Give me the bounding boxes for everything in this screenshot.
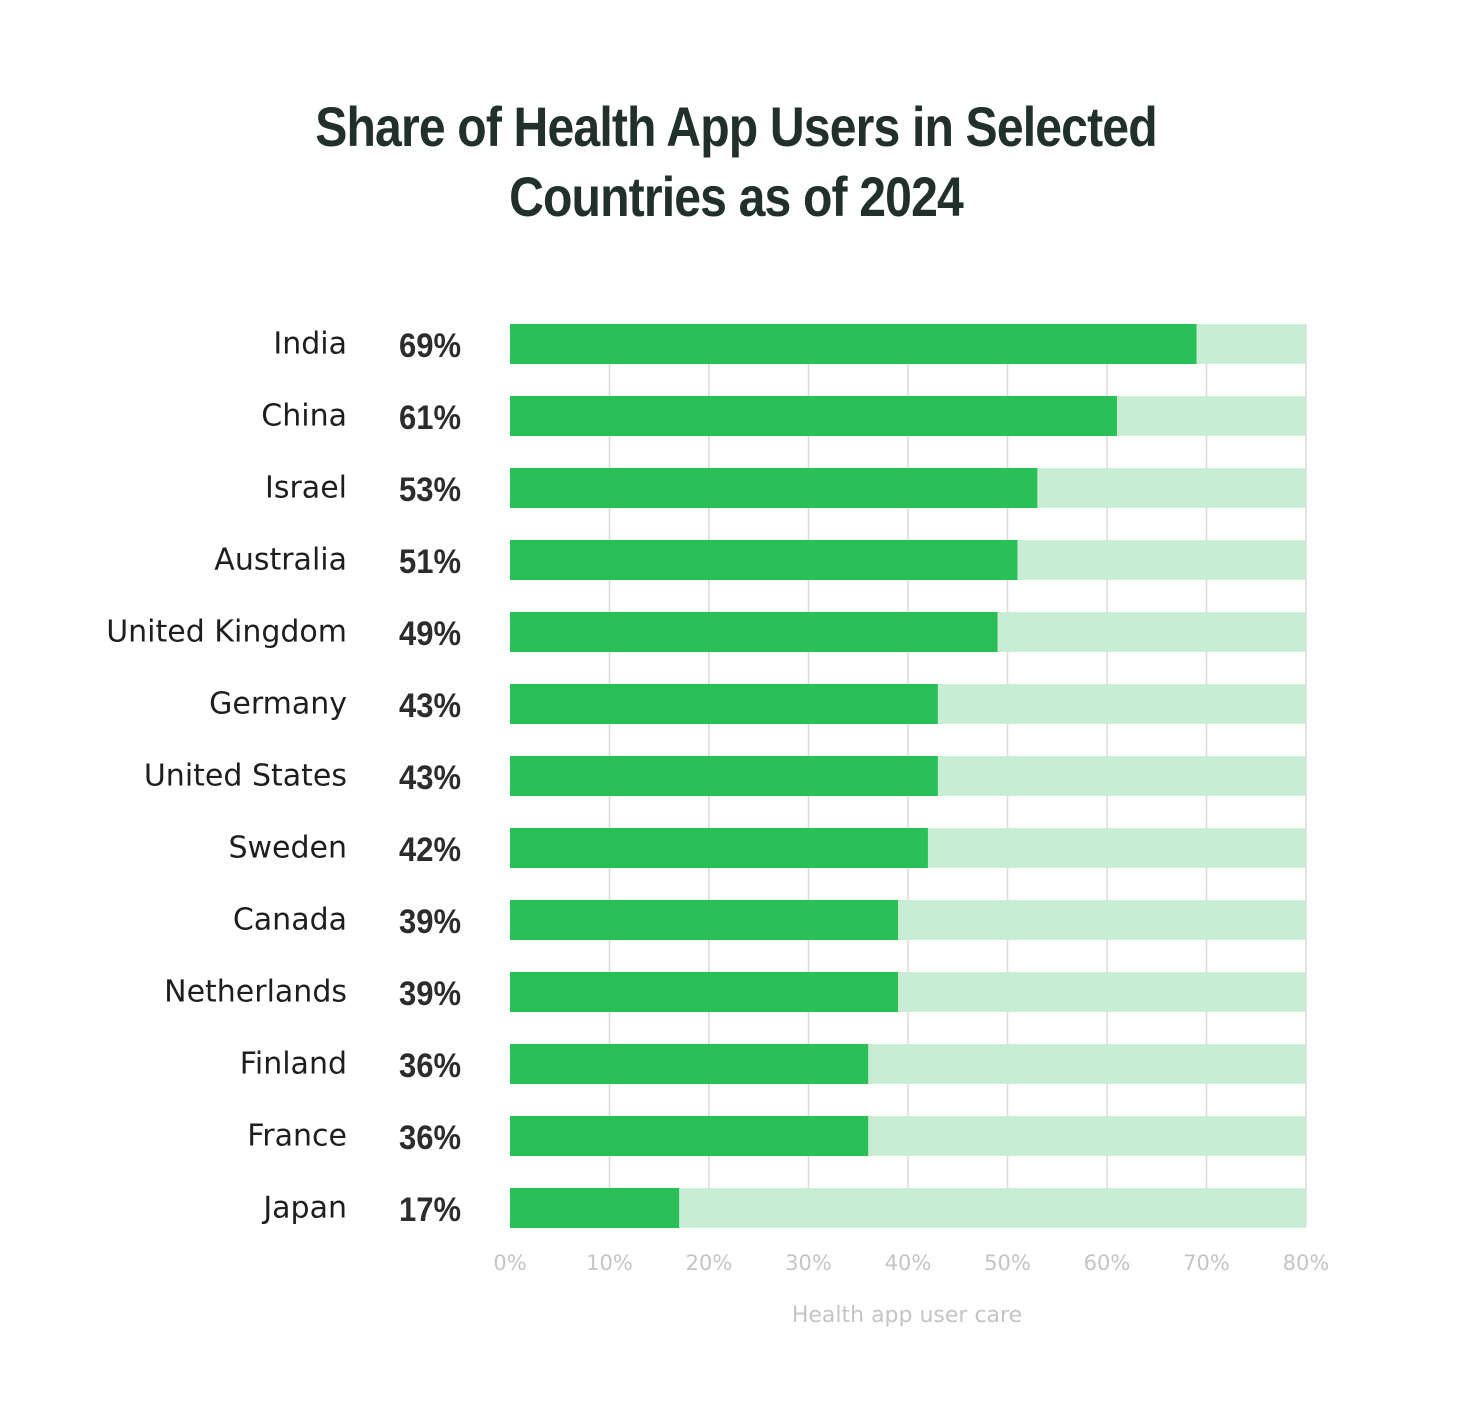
- x-tick-label: 80%: [1283, 1251, 1330, 1275]
- category-label: China: [261, 399, 347, 434]
- x-tick-label: 50%: [984, 1251, 1031, 1275]
- data-label: 51%: [399, 543, 461, 581]
- bar: [510, 756, 938, 796]
- data-label: 42%: [399, 831, 461, 869]
- category-label: Netherlands: [164, 975, 347, 1010]
- x-tick-label: 60%: [1084, 1251, 1131, 1275]
- chart-title-line-2: Countries as of 2024: [509, 165, 964, 228]
- data-label: 43%: [399, 687, 461, 725]
- category-label: Finland: [240, 1047, 347, 1082]
- x-axis-title: Health app user care: [792, 1303, 1022, 1328]
- data-label: 36%: [399, 1047, 461, 1085]
- category-label: Australia: [214, 543, 347, 578]
- data-label: 53%: [399, 471, 461, 509]
- data-label: 39%: [399, 975, 461, 1013]
- bar: [510, 1116, 869, 1156]
- x-tick-label: 10%: [586, 1251, 633, 1275]
- data-label: 39%: [399, 903, 461, 941]
- category-label: Canada: [233, 903, 347, 938]
- category-label: Germany: [209, 687, 347, 722]
- data-label: 17%: [399, 1191, 461, 1229]
- bar: [510, 324, 1197, 364]
- x-axis-ticks: 0% 10% 20% 30% 40% 50% 60% 70% 80%: [493, 1251, 1329, 1275]
- category-labels: India China Israel Australia United Kingdom G…: [106, 327, 347, 1226]
- bar: [510, 972, 899, 1012]
- category-label: Japan: [261, 1191, 347, 1226]
- value-labels: 69% 61% 53% 51% 49% 43% 43% 42% 39% 39% 36% 36% 17%: [399, 327, 461, 1229]
- bar: [510, 828, 928, 868]
- chart-title-line-1: Share of Health App Users in Selected: [315, 95, 1157, 158]
- category-label: United States: [144, 759, 347, 794]
- category-label: India: [273, 327, 347, 362]
- bar: [510, 900, 899, 940]
- bar: [510, 1188, 680, 1228]
- bar: [510, 612, 998, 652]
- x-tick-label: 40%: [885, 1251, 932, 1275]
- data-label: 69%: [399, 327, 461, 365]
- category-label: France: [247, 1119, 347, 1154]
- data-label: 43%: [399, 759, 461, 797]
- x-tick-label: 30%: [785, 1251, 832, 1275]
- x-tick-label: 70%: [1183, 1251, 1230, 1275]
- bar: [510, 540, 1018, 580]
- category-label: United Kingdom: [106, 615, 347, 650]
- data-label: 61%: [399, 399, 461, 437]
- data-label: 49%: [399, 615, 461, 653]
- bar: [510, 1044, 869, 1084]
- category-label: Sweden: [228, 831, 347, 866]
- bar: [510, 684, 938, 724]
- data-label: 36%: [399, 1119, 461, 1157]
- chart-title: Share of Health App Users in Selected Co…: [103, 92, 1369, 232]
- bar: [510, 468, 1038, 508]
- x-tick-label: 0%: [493, 1251, 526, 1275]
- x-tick-label: 20%: [686, 1251, 733, 1275]
- category-label: Israel: [265, 471, 347, 506]
- bar: [510, 396, 1117, 436]
- bars: [510, 324, 1306, 1228]
